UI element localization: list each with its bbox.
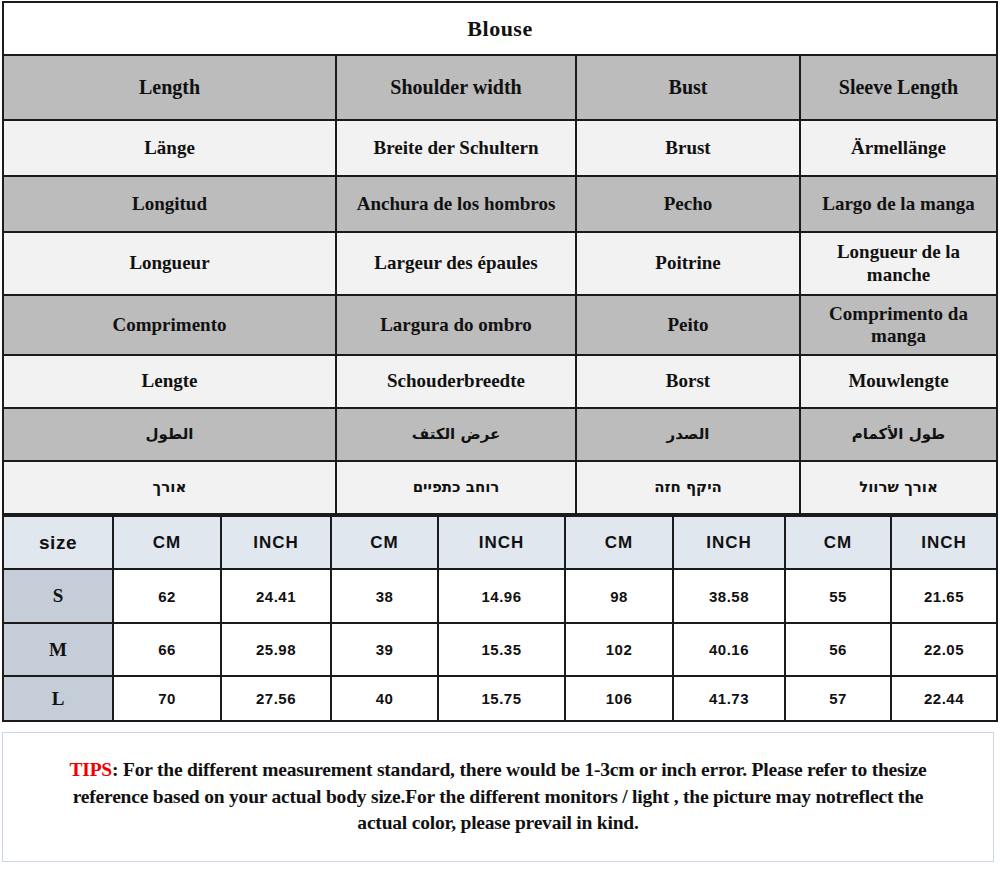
- value-cell: 24.41: [221, 569, 331, 623]
- tips-line-3: actual color, please prevail in kind.: [357, 810, 638, 837]
- label-length-pt: Comprimento: [3, 295, 336, 355]
- size-label-l: L: [3, 676, 113, 721]
- label-shoulder-es: Anchura de los hombros: [336, 176, 576, 232]
- value-cell: 25.98: [221, 623, 331, 676]
- row-english: Length Shoulder width Bust Sleeve Length: [3, 55, 997, 120]
- table-title-row: Blouse: [3, 2, 997, 55]
- row-german: Länge Breite der Schultern Brust Ärmellä…: [3, 120, 997, 176]
- label-shoulder-fr: Largeur des épaules: [336, 232, 576, 295]
- value-cell: 39: [331, 623, 438, 676]
- label-bust-pt: Peito: [576, 295, 800, 355]
- size-row-s: S 62 24.41 38 14.96 98 38.58 55 21.65: [3, 569, 997, 623]
- label-length-de: Länge: [3, 120, 336, 176]
- value-cell: 62: [113, 569, 221, 623]
- tips-text-1: : For the different measurement standard…: [112, 759, 927, 780]
- unit-header-inch-shoulder: INCH: [438, 516, 565, 569]
- label-shoulder-de: Breite der Schultern: [336, 120, 576, 176]
- page-title: Blouse: [3, 2, 997, 55]
- value-cell: 22.44: [891, 676, 997, 721]
- label-sleeve-de: Ärmellänge: [800, 120, 997, 176]
- label-sleeve-ar: طول الأكمام: [800, 408, 997, 461]
- label-shoulder-en: Shoulder width: [336, 55, 576, 120]
- size-chart-page: Blouse Length Shoulder width Bust Sleeve…: [0, 0, 1000, 872]
- value-cell: 102: [565, 623, 673, 676]
- value-cell: 106: [565, 676, 673, 721]
- size-row-l: L 70 27.56 40 15.75 106 41.73 57 22.44: [3, 676, 997, 721]
- label-sleeve-he: אורך שרוול: [800, 461, 997, 514]
- value-cell: 56: [785, 623, 891, 676]
- unit-header-cm-length: CM: [113, 516, 221, 569]
- size-table-header-row: size CM INCH CM INCH CM INCH CM INCH: [3, 516, 997, 569]
- value-cell: 15.35: [438, 623, 565, 676]
- label-bust-he: היקף חזה: [576, 461, 800, 514]
- value-cell: 55: [785, 569, 891, 623]
- unit-header-cm-shoulder: CM: [331, 516, 438, 569]
- value-cell: 38: [331, 569, 438, 623]
- label-sleeve-pt: Comprimento da manga: [800, 295, 997, 355]
- measurement-header-table: Blouse Length Shoulder width Bust Sleeve…: [2, 1, 998, 515]
- size-label-m: M: [3, 623, 113, 676]
- value-cell: 66: [113, 623, 221, 676]
- value-cell: 27.56: [221, 676, 331, 721]
- label-length-en: Length: [3, 55, 336, 120]
- value-cell: 21.65: [891, 569, 997, 623]
- label-length-nl: Lengte: [3, 355, 336, 408]
- label-length-he: אורך: [3, 461, 336, 514]
- tips-label: TIPS: [69, 759, 112, 780]
- row-arabic: الطول عرض الكتف الصدر طول الأكمام: [3, 408, 997, 461]
- label-bust-de: Brust: [576, 120, 800, 176]
- size-values-table: size CM INCH CM INCH CM INCH CM INCH S 6…: [2, 515, 998, 722]
- unit-header-cm-sleeve: CM: [785, 516, 891, 569]
- value-cell: 14.96: [438, 569, 565, 623]
- value-cell: 41.73: [673, 676, 785, 721]
- label-shoulder-nl: Schouderbreedte: [336, 355, 576, 408]
- unit-header-inch-sleeve: INCH: [891, 516, 997, 569]
- value-cell: 98: [565, 569, 673, 623]
- label-sleeve-en: Sleeve Length: [800, 55, 997, 120]
- tips-line-2: reference based on your actual body size…: [73, 784, 924, 811]
- label-bust-en: Bust: [576, 55, 800, 120]
- label-bust-ar: الصدر: [576, 408, 800, 461]
- value-cell: 40.16: [673, 623, 785, 676]
- label-sleeve-nl: Mouwlengte: [800, 355, 997, 408]
- row-dutch: Lengte Schouderbreedte Borst Mouwlengte: [3, 355, 997, 408]
- value-cell: 40: [331, 676, 438, 721]
- row-french: Longueur Largeur des épaules Poitrine Lo…: [3, 232, 997, 295]
- value-cell: 38.58: [673, 569, 785, 623]
- label-sleeve-fr: Longueur de la manche: [800, 232, 997, 295]
- label-length-fr: Longueur: [3, 232, 336, 295]
- label-bust-fr: Poitrine: [576, 232, 800, 295]
- label-shoulder-pt: Largura do ombro: [336, 295, 576, 355]
- label-length-es: Longitud: [3, 176, 336, 232]
- tips-line-1: TIPS: For the different measurement stan…: [69, 757, 926, 784]
- label-bust-es: Pecho: [576, 176, 800, 232]
- unit-header-inch-bust: INCH: [673, 516, 785, 569]
- row-hebrew: אורך רוחב כתפיים היקף חזה אורך שרוול: [3, 461, 997, 514]
- label-length-ar: الطول: [3, 408, 336, 461]
- value-cell: 22.05: [891, 623, 997, 676]
- label-shoulder-he: רוחב כתפיים: [336, 461, 576, 514]
- size-row-m: M 66 25.98 39 15.35 102 40.16 56 22.05: [3, 623, 997, 676]
- tips-note: TIPS: For the different measurement stan…: [2, 732, 994, 862]
- row-spanish: Longitud Anchura de los hombros Pecho La…: [3, 176, 997, 232]
- size-corner-label: size: [3, 516, 113, 569]
- size-label-s: S: [3, 569, 113, 623]
- label-shoulder-ar: عرض الكتف: [336, 408, 576, 461]
- row-portuguese: Comprimento Largura do ombro Peito Compr…: [3, 295, 997, 355]
- label-bust-nl: Borst: [576, 355, 800, 408]
- unit-header-inch-length: INCH: [221, 516, 331, 569]
- value-cell: 70: [113, 676, 221, 721]
- label-sleeve-es: Largo de la manga: [800, 176, 997, 232]
- value-cell: 15.75: [438, 676, 565, 721]
- unit-header-cm-bust: CM: [565, 516, 673, 569]
- value-cell: 57: [785, 676, 891, 721]
